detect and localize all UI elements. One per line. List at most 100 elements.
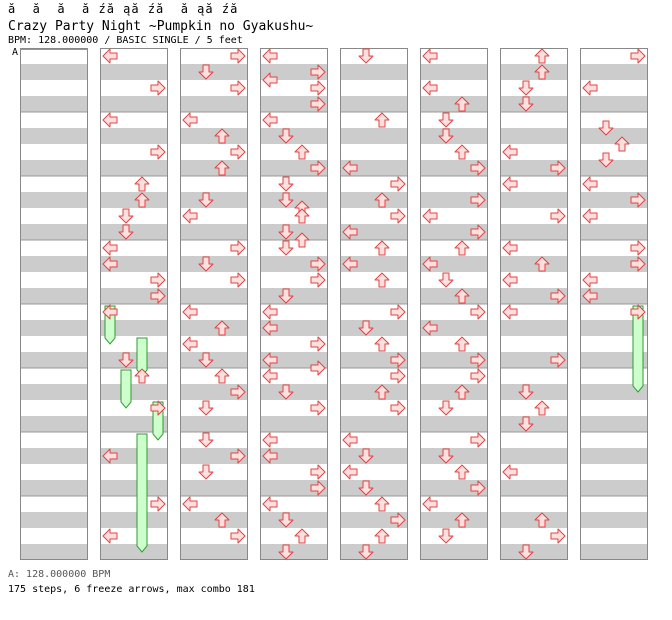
beat-stripe: [420, 512, 488, 528]
arrow-left-icon: [342, 224, 358, 240]
beat-stripe: [100, 480, 168, 496]
arrow-up-icon: [374, 336, 390, 352]
arrow-right-icon: [630, 256, 646, 272]
arrow-left-icon: [582, 80, 598, 96]
arrow-up-icon: [454, 336, 470, 352]
beat-stripe: [500, 288, 568, 304]
beat-stripe: [100, 544, 168, 560]
arrow-up-icon: [294, 232, 310, 248]
beat-stripe: [260, 96, 328, 112]
beat-stripe: [580, 416, 648, 432]
chart-column: [340, 48, 408, 560]
arrow-right-icon: [150, 272, 166, 288]
arrow-right-icon: [150, 288, 166, 304]
beat-stripe: [100, 128, 168, 144]
column-border: [100, 48, 168, 560]
beat-stripe: [340, 448, 408, 464]
column-border: [340, 48, 408, 560]
arrow-right-icon: [630, 240, 646, 256]
beat-stripe: [580, 288, 648, 304]
beat-stripe: [260, 352, 328, 368]
beat-stripe: [580, 160, 648, 176]
arrow-right-icon: [550, 352, 566, 368]
arrow-left-icon: [502, 144, 518, 160]
arrow-up-icon: [454, 384, 470, 400]
beat-stripe: [260, 448, 328, 464]
arrow-left-icon: [182, 496, 198, 512]
arrow-left-icon: [422, 256, 438, 272]
arrow-right-icon: [310, 464, 326, 480]
arrow-right-icon: [390, 208, 406, 224]
arrow-up-icon: [134, 368, 150, 384]
beat-stripe: [260, 416, 328, 432]
arrow-up-icon: [454, 464, 470, 480]
beat-stripe: [500, 256, 568, 272]
arrow-up-icon: [534, 512, 550, 528]
arrow-left-icon: [182, 112, 198, 128]
arrow-up-icon: [134, 176, 150, 192]
beat-stripe: [340, 384, 408, 400]
beat-stripe: [180, 192, 248, 208]
beat-stripe: [100, 512, 168, 528]
arrow-right-icon: [470, 304, 486, 320]
arrow-right-icon: [150, 80, 166, 96]
arrow-right-icon: [310, 480, 326, 496]
beat-stripe: [20, 416, 88, 432]
arrow-down-icon: [438, 400, 454, 416]
arrow-down-icon: [598, 120, 614, 136]
arrow-up-icon: [214, 160, 230, 176]
arrow-down-icon: [358, 320, 374, 336]
arrow-up-icon: [214, 368, 230, 384]
beat-stripe: [100, 416, 168, 432]
arrow-up-icon: [374, 112, 390, 128]
beat-stripe: [20, 288, 88, 304]
beat-stripe: [20, 224, 88, 240]
beat-stripe: [20, 512, 88, 528]
freeze-arrow-down: [120, 369, 132, 409]
beat-stripe: [180, 256, 248, 272]
chart-column: [20, 48, 88, 560]
beat-stripe: [580, 320, 648, 336]
beat-stripe: [100, 320, 168, 336]
beat-stripe: [20, 256, 88, 272]
beat-stripe: [180, 416, 248, 432]
arrow-up-icon: [374, 496, 390, 512]
arrow-down-icon: [118, 208, 134, 224]
arrow-up-icon: [214, 128, 230, 144]
arrow-right-icon: [470, 192, 486, 208]
arrow-down-icon: [438, 528, 454, 544]
arrow-left-icon: [102, 448, 118, 464]
beat-stripe: [20, 160, 88, 176]
arrow-left-icon: [502, 272, 518, 288]
arrow-right-icon: [310, 160, 326, 176]
freeze-arrow-up: [136, 433, 148, 553]
arrow-down-icon: [518, 96, 534, 112]
beat-stripe: [20, 544, 88, 560]
beat-stripe: [100, 256, 168, 272]
arrow-right-icon: [470, 480, 486, 496]
arrow-right-icon: [390, 304, 406, 320]
arrow-right-icon: [230, 144, 246, 160]
beat-stripe: [180, 512, 248, 528]
arrow-down-icon: [198, 432, 214, 448]
arrow-up-icon: [134, 192, 150, 208]
beat-stripe: [20, 64, 88, 80]
beat-stripe: [100, 384, 168, 400]
arrow-down-icon: [198, 64, 214, 80]
beat-stripe: [420, 320, 488, 336]
column-border: [260, 48, 328, 560]
beat-stripe: [420, 192, 488, 208]
arrow-right-icon: [630, 48, 646, 64]
column-border: [580, 48, 648, 560]
beat-stripe: [180, 64, 248, 80]
arrow-right-icon: [230, 384, 246, 400]
arrow-up-icon: [294, 144, 310, 160]
arrow-right-icon: [630, 192, 646, 208]
beat-stripe: [340, 512, 408, 528]
arrow-up-icon: [454, 144, 470, 160]
arrow-down-icon: [358, 448, 374, 464]
beat-stripe: [260, 224, 328, 240]
beat-stripe: [340, 320, 408, 336]
beat-stripe: [420, 128, 488, 144]
beat-stripe: [420, 448, 488, 464]
